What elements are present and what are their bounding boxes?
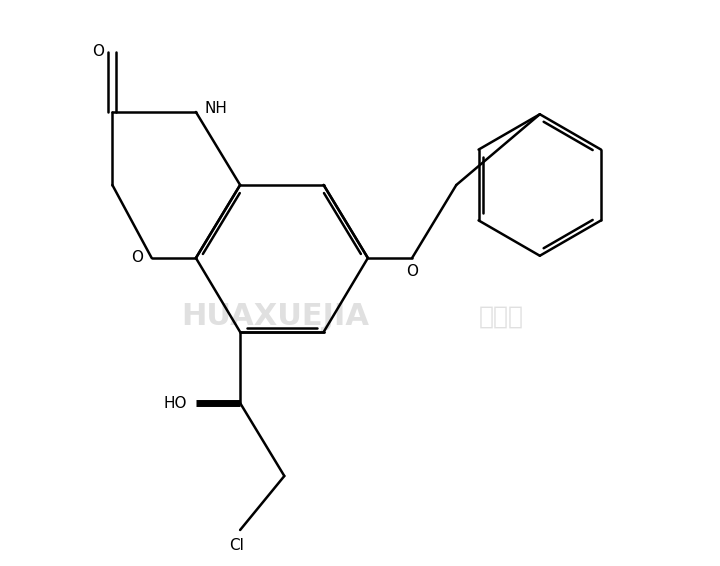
Text: 化学加: 化学加 [479,305,524,329]
Text: O: O [131,251,143,265]
Text: Cl: Cl [229,538,244,554]
Text: O: O [406,264,418,278]
Text: NH: NH [204,101,228,116]
Text: HUAXUEJIA: HUAXUEJIA [181,302,369,332]
Text: O: O [92,45,104,59]
Text: HO: HO [164,396,187,410]
